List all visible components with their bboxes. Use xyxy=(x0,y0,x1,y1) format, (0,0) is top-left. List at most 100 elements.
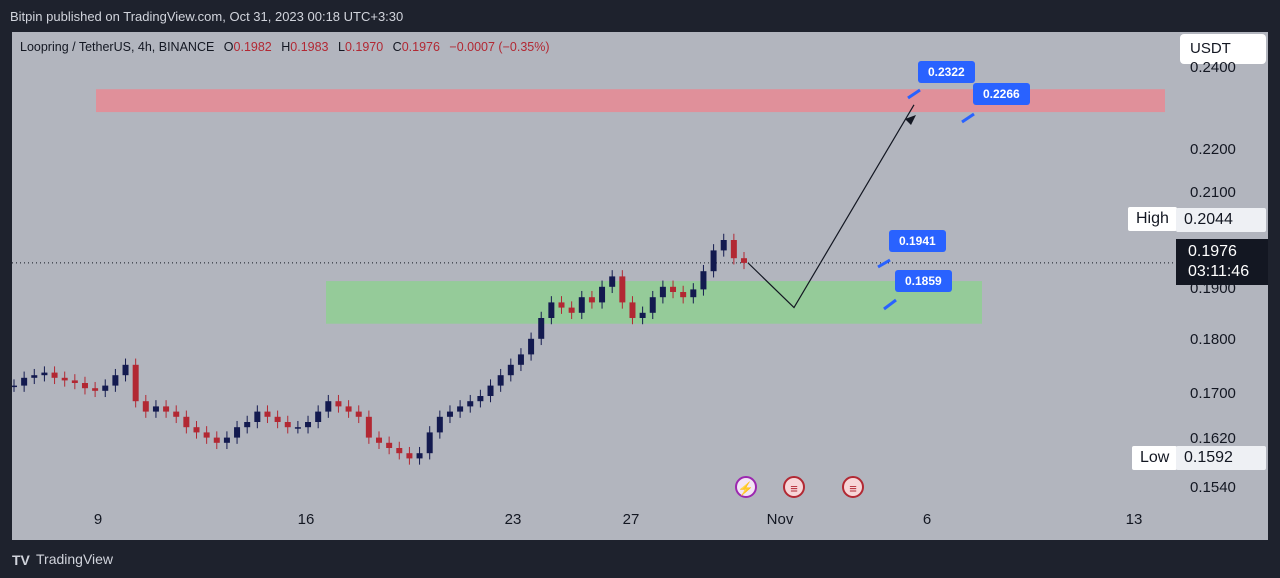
candle-body xyxy=(244,422,251,428)
candle-body xyxy=(234,427,241,438)
high-key: H xyxy=(281,40,291,54)
candle-body xyxy=(294,427,301,429)
lightning-icon[interactable]: ⚡ xyxy=(735,476,757,498)
target-callout[interactable]: 0.2266 xyxy=(973,83,1030,105)
candle-body xyxy=(223,437,230,443)
candle-body xyxy=(446,411,453,417)
low-marker-value: 0.1592 xyxy=(1176,446,1266,470)
candle-body xyxy=(568,307,575,313)
candle-body xyxy=(467,401,474,407)
candle-body xyxy=(163,406,170,412)
candle-body xyxy=(345,406,352,412)
candle-body xyxy=(629,302,636,318)
callout-pointer xyxy=(961,112,975,124)
currency-button[interactable]: USDT xyxy=(1180,34,1266,64)
candle-body xyxy=(690,289,697,298)
candle-body xyxy=(142,401,149,412)
candle-body xyxy=(376,437,382,443)
candle-body xyxy=(305,422,312,428)
candle-body xyxy=(102,385,109,391)
time-tick: 27 xyxy=(622,511,640,528)
open-key: O xyxy=(223,40,234,54)
candle-body xyxy=(325,401,332,412)
low-key: L xyxy=(338,40,345,54)
candle-body xyxy=(213,437,220,443)
change-value: −0.0007 (−0.35%) xyxy=(449,40,550,54)
candle-body xyxy=(203,432,210,438)
price-tick: 0.2100 xyxy=(1190,184,1236,201)
callout-pointer xyxy=(877,258,891,269)
candle-body xyxy=(659,286,666,298)
price-tick: 0.1700 xyxy=(1190,385,1236,402)
bar-countdown: 03:11:46 xyxy=(1188,263,1250,280)
candle-body xyxy=(51,372,58,378)
price-tick: 0.1620 xyxy=(1190,430,1236,447)
candle-body xyxy=(61,377,68,381)
candle-body xyxy=(193,427,200,433)
candle-body xyxy=(12,385,17,388)
candle-body xyxy=(436,416,443,433)
candle-body xyxy=(487,385,494,396)
close-value: 0.1976 xyxy=(401,40,440,54)
candle-body xyxy=(680,292,687,298)
time-tick: Nov xyxy=(766,511,794,528)
candle-body xyxy=(355,411,362,417)
open-value: 0.1982 xyxy=(233,40,272,54)
price-tick: 0.2200 xyxy=(1190,141,1236,158)
candle-body xyxy=(21,377,28,386)
candle-body xyxy=(31,375,38,378)
candle-body xyxy=(92,388,99,391)
callout-pointer xyxy=(883,298,897,311)
price-tick: 0.2400 xyxy=(1190,59,1236,76)
time-tick: 6 xyxy=(922,511,932,528)
candle-body xyxy=(517,354,524,365)
candle-body xyxy=(528,338,535,355)
candle-body xyxy=(507,364,514,376)
projection-path xyxy=(747,104,915,309)
candle-body xyxy=(152,406,159,412)
support-callout[interactable]: 0.1859 xyxy=(895,270,952,292)
high-value: 0.1983 xyxy=(290,40,329,54)
time-tick: 9 xyxy=(93,511,103,528)
candle-body xyxy=(81,383,88,389)
time-tick: 13 xyxy=(1125,511,1143,528)
candle-body xyxy=(599,286,606,303)
candle-body xyxy=(619,276,626,303)
candle-body xyxy=(112,375,119,386)
us-flag-icon[interactable]: ≡ xyxy=(842,476,864,498)
candle-body xyxy=(173,411,180,417)
candle-body xyxy=(386,442,393,448)
candle-body xyxy=(730,240,737,259)
tradingview-logo-icon: TV xyxy=(12,552,30,568)
candle-body xyxy=(548,302,555,318)
candle-body xyxy=(700,271,707,290)
callout-pointer xyxy=(907,88,921,100)
candle-body xyxy=(588,297,595,303)
candle-body xyxy=(264,411,271,417)
us-flag-icon[interactable]: ≡ xyxy=(783,476,805,498)
candle-body xyxy=(639,312,646,318)
candle-body xyxy=(71,380,78,383)
candle-body xyxy=(426,432,433,454)
target-callout[interactable]: 0.2322 xyxy=(918,61,975,83)
candle-body xyxy=(41,372,48,376)
time-tick: 23 xyxy=(504,511,522,528)
brand-name: TradingView xyxy=(36,551,114,567)
candle-body xyxy=(396,448,403,454)
candle-body xyxy=(497,375,504,386)
candle-body xyxy=(538,318,545,339)
projection-arrowhead xyxy=(905,115,916,125)
symbol-legend: Loopring / TetherUS, 4h, BINANCE O0.1982… xyxy=(20,40,550,54)
symbol-name: Loopring / TetherUS, 4h, BINANCE xyxy=(20,40,215,54)
price-tick: 0.1540 xyxy=(1190,479,1236,496)
candle-body xyxy=(741,258,747,263)
low-marker-label: Low xyxy=(1132,446,1178,470)
close-key: C xyxy=(392,40,402,54)
high-marker-value: 0.2044 xyxy=(1176,208,1266,232)
candlestick-plot[interactable] xyxy=(12,32,1176,500)
time-axis[interactable]: 9 16 23 27 Nov 6 13 xyxy=(12,500,1176,540)
candle-body xyxy=(720,240,727,251)
time-tick: 16 xyxy=(297,511,315,528)
resistance-zone xyxy=(96,89,1165,113)
support-callout[interactable]: 0.1941 xyxy=(889,230,946,252)
